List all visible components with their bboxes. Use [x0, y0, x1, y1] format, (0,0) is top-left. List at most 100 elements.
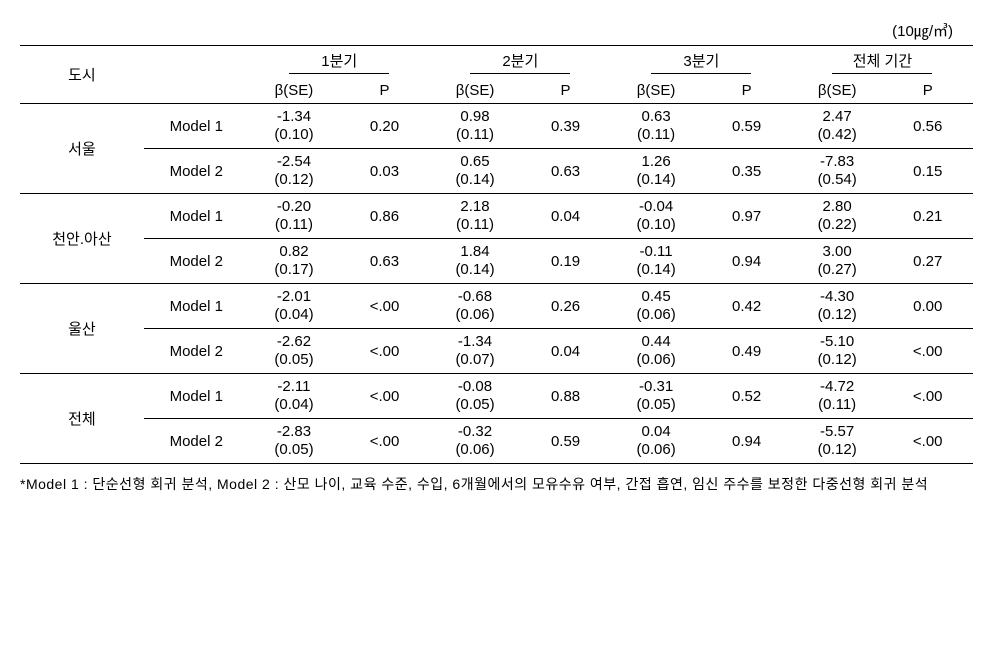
p-value-cell: <.00 [339, 374, 430, 419]
table-row: Model 20.82(0.17)0.631.84(0.14)0.19-0.11… [20, 239, 973, 284]
beta-se-cell: 1.26(0.14) [611, 149, 702, 194]
beta-se-cell: -0.31(0.05) [611, 374, 702, 419]
city-name-cell: 천안.아산 [20, 194, 144, 284]
p-value-cell: 0.04 [520, 329, 611, 374]
beta-se-cell: -1.34(0.07) [430, 329, 521, 374]
col-header-empty [144, 46, 249, 104]
p-value-cell: 0.27 [882, 239, 973, 284]
p-value-cell: 0.52 [701, 374, 792, 419]
beta-se-cell: 2.18(0.11) [430, 194, 521, 239]
table-row: 천안.아산Model 1-0.20(0.11)0.862.18(0.11)0.0… [20, 194, 973, 239]
beta-se-cell: -2.62(0.05) [249, 329, 340, 374]
p-value-cell: <.00 [339, 419, 430, 464]
beta-se-cell: -0.68(0.06) [430, 284, 521, 329]
regression-table: 도시 1분기 2분기 3분기 전체 기간 β(SE) P β(SE) P β(S… [20, 45, 973, 464]
p-value-cell: <.00 [339, 284, 430, 329]
p-value-cell: 0.56 [882, 104, 973, 149]
p-value-cell: 0.49 [701, 329, 792, 374]
p-value-cell: 0.94 [701, 419, 792, 464]
col-header-period-3: 3분기 [611, 46, 792, 79]
p-value-cell: 0.42 [701, 284, 792, 329]
p-value-cell: 0.63 [339, 239, 430, 284]
p-value-cell: 0.35 [701, 149, 792, 194]
p-value-cell: 0.88 [520, 374, 611, 419]
sub-header-p: P [339, 78, 430, 104]
p-value-cell: <.00 [882, 419, 973, 464]
city-name-cell: 울산 [20, 284, 144, 374]
p-value-cell: 0.59 [701, 104, 792, 149]
beta-se-cell: -2.01(0.04) [249, 284, 340, 329]
table-row: Model 2-2.62(0.05)<.00-1.34(0.07)0.040.4… [20, 329, 973, 374]
p-value-cell: <.00 [339, 329, 430, 374]
model-label-cell: Model 2 [144, 419, 249, 464]
footnote: *Model 1 : 단순선형 회귀 분석, Model 2 : 산모 나이, … [20, 472, 973, 497]
beta-se-cell: -2.11(0.04) [249, 374, 340, 419]
beta-se-cell: 0.04(0.06) [611, 419, 702, 464]
col-header-city: 도시 [20, 46, 144, 104]
model-label-cell: Model 1 [144, 374, 249, 419]
unit-label: (10㎍/㎥) [20, 20, 973, 41]
p-value-cell: <.00 [882, 329, 973, 374]
beta-se-cell: -0.20(0.11) [249, 194, 340, 239]
model-label-cell: Model 2 [144, 239, 249, 284]
col-header-period-all: 전체 기간 [792, 46, 973, 79]
p-value-cell: 0.03 [339, 149, 430, 194]
beta-se-cell: 0.63(0.11) [611, 104, 702, 149]
beta-se-cell: 0.65(0.14) [430, 149, 521, 194]
city-name-cell: 전체 [20, 374, 144, 464]
p-value-cell: 0.86 [339, 194, 430, 239]
city-name-cell: 서울 [20, 104, 144, 194]
p-value-cell: 0.19 [520, 239, 611, 284]
beta-se-cell: 2.47(0.42) [792, 104, 883, 149]
beta-se-cell: -4.72(0.11) [792, 374, 883, 419]
beta-se-cell: -2.54(0.12) [249, 149, 340, 194]
col-header-period-1: 1분기 [249, 46, 430, 79]
model-label-cell: Model 2 [144, 149, 249, 194]
p-value-cell: <.00 [882, 374, 973, 419]
p-value-cell: 0.04 [520, 194, 611, 239]
beta-se-cell: 3.00(0.27) [792, 239, 883, 284]
p-value-cell: 0.39 [520, 104, 611, 149]
sub-header-p: P [882, 78, 973, 104]
p-value-cell: 0.15 [882, 149, 973, 194]
beta-se-cell: -0.04(0.10) [611, 194, 702, 239]
sub-header-beta: β(SE) [249, 78, 340, 104]
table-row: 울산Model 1-2.01(0.04)<.00-0.68(0.06)0.260… [20, 284, 973, 329]
beta-se-cell: -0.32(0.06) [430, 419, 521, 464]
beta-se-cell: -5.10(0.12) [792, 329, 883, 374]
model-label-cell: Model 1 [144, 194, 249, 239]
beta-se-cell: -5.57(0.12) [792, 419, 883, 464]
beta-se-cell: 2.80(0.22) [792, 194, 883, 239]
beta-se-cell: -0.08(0.05) [430, 374, 521, 419]
sub-header-beta: β(SE) [430, 78, 521, 104]
table-row: Model 2-2.83(0.05)<.00-0.32(0.06)0.590.0… [20, 419, 973, 464]
beta-se-cell: 0.44(0.06) [611, 329, 702, 374]
p-value-cell: 0.21 [882, 194, 973, 239]
table-row: Model 2-2.54(0.12)0.030.65(0.14)0.631.26… [20, 149, 973, 194]
p-value-cell: 0.26 [520, 284, 611, 329]
beta-se-cell: -2.83(0.05) [249, 419, 340, 464]
sub-header-p: P [520, 78, 611, 104]
table-row: 서울Model 1-1.34(0.10)0.200.98(0.11)0.390.… [20, 104, 973, 149]
p-value-cell: 0.63 [520, 149, 611, 194]
col-header-period-2: 2분기 [430, 46, 611, 79]
model-label-cell: Model 2 [144, 329, 249, 374]
beta-se-cell: -7.83(0.54) [792, 149, 883, 194]
p-value-cell: 0.94 [701, 239, 792, 284]
p-value-cell: 0.59 [520, 419, 611, 464]
p-value-cell: 0.97 [701, 194, 792, 239]
sub-header-beta: β(SE) [611, 78, 702, 104]
beta-se-cell: -0.11(0.14) [611, 239, 702, 284]
beta-se-cell: 0.45(0.06) [611, 284, 702, 329]
beta-se-cell: -1.34(0.10) [249, 104, 340, 149]
table-row: 전체Model 1-2.11(0.04)<.00-0.08(0.05)0.88-… [20, 374, 973, 419]
beta-se-cell: 0.82(0.17) [249, 239, 340, 284]
beta-se-cell: 0.98(0.11) [430, 104, 521, 149]
beta-se-cell: 1.84(0.14) [430, 239, 521, 284]
beta-se-cell: -4.30(0.12) [792, 284, 883, 329]
model-label-cell: Model 1 [144, 284, 249, 329]
sub-header-beta: β(SE) [792, 78, 883, 104]
p-value-cell: 0.00 [882, 284, 973, 329]
p-value-cell: 0.20 [339, 104, 430, 149]
model-label-cell: Model 1 [144, 104, 249, 149]
